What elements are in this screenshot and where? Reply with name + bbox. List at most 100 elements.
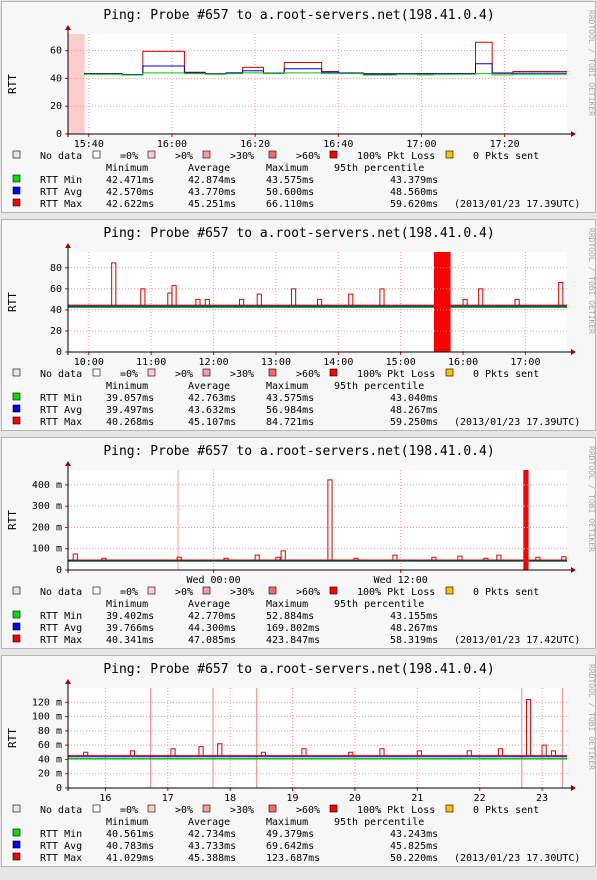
y-tick-label: 0 [56, 565, 62, 576]
plot-area [68, 688, 567, 788]
rtt-spike [239, 298, 245, 306]
rtt-spike [111, 262, 117, 306]
chart-title: Ping: Probe #657 to a.root-servers.net(1… [103, 8, 494, 23]
rtt-spike [558, 282, 564, 306]
rtt-spike [550, 750, 557, 756]
legend-label: >0% [175, 151, 193, 162]
legend-swatch [268, 804, 277, 813]
stats-value: 123.687ms [266, 853, 320, 864]
x-tick-label: 18 [224, 793, 236, 804]
chart-title: Ping: Probe #657 to a.root-servers.net(1… [103, 662, 494, 677]
stats-row-label: RTT Avg [40, 187, 82, 198]
legend-label: No data [40, 151, 82, 162]
stats-row-label: RTT Max [40, 417, 82, 428]
plot-area [68, 470, 567, 570]
legend-label: >0% [175, 369, 193, 380]
y-tick-label: 120 m [32, 697, 62, 708]
stats-header: Minimum [106, 163, 148, 174]
stats-value: 42.770ms [188, 611, 236, 622]
y-tick-label: 40 m [38, 754, 62, 765]
stats-value: 43.575ms [266, 393, 314, 404]
legend-swatch [268, 368, 277, 377]
x-axis-arrow [571, 349, 576, 355]
rtt-spike [496, 554, 502, 560]
y-axis-label: RTT [6, 728, 19, 748]
y-tick-label: 0 [56, 783, 62, 794]
partial-loss-band [68, 34, 85, 134]
legend-swatch [92, 586, 101, 595]
stats-value: 69.642ms [266, 841, 314, 852]
stats-value: 42.874ms [188, 175, 236, 186]
y-axis-label: RTT [6, 74, 19, 94]
stats-header: Maximum [266, 817, 308, 828]
stats-row-label: RTT Max [40, 853, 82, 864]
x-tick-label: 20 [349, 793, 361, 804]
legend-label: No data [40, 587, 82, 598]
stats-value: 423.847ms [266, 635, 320, 646]
stats-value: 45.251ms [188, 199, 236, 210]
legend-swatch [147, 804, 156, 813]
legend-swatch [445, 804, 454, 813]
legend-swatch [202, 368, 211, 377]
stats-header: 95th percentile [334, 163, 424, 174]
rtt-spike [260, 751, 267, 756]
stats-value: 42.734ms [188, 829, 236, 840]
rtt-spike [348, 751, 354, 756]
legend-label: No data [40, 369, 82, 380]
stats-value: 42.570ms [106, 187, 154, 198]
stats-header: Minimum [106, 381, 148, 392]
rrdtool-side-label: RRDTOOL / TOBI OETIKER [587, 10, 596, 116]
ping-chart-panel: Ping: Probe #657 to a.root-servers.net(1… [1, 1, 596, 213]
y-tick-label: 40 [50, 73, 62, 84]
stats-value: 42.471ms [106, 175, 154, 186]
y-axis-arrow [65, 243, 71, 248]
stats-value: 66.110ms [266, 199, 314, 210]
legend-swatch [445, 150, 454, 159]
rtt-spike [317, 298, 323, 306]
stats-value: 45.107ms [188, 417, 236, 428]
rtt-spike [466, 750, 472, 756]
series-rtt-avg [84, 63, 567, 76]
stats-value: 40.783ms [106, 841, 154, 852]
stats-value: 45.825ms [390, 841, 438, 852]
legend-label: 100% Pkt Loss [357, 369, 435, 380]
rtt-spike [223, 557, 229, 560]
stats-header: 95th percentile [334, 599, 424, 610]
legend-label: >60% [296, 805, 320, 816]
x-tick-label: 19 [287, 793, 299, 804]
legend-label: =0% [120, 805, 138, 816]
rtt-spike [217, 743, 223, 756]
legend-label: >60% [296, 587, 320, 598]
legend-label: 100% Pkt Loss [357, 151, 435, 162]
stats-header: Maximum [266, 381, 308, 392]
y-tick-label: 100 m [32, 544, 62, 555]
stats-value: 40.341ms [106, 635, 154, 646]
x-axis-arrow [571, 131, 576, 137]
y-axis-arrow [65, 679, 71, 684]
stats-row-label: RTT Min [40, 611, 82, 622]
x-tick-label: 23 [536, 793, 548, 804]
stats-value: 39.057ms [106, 393, 154, 404]
ping-chart-svg: Ping: Probe #657 to a.root-servers.net(1… [6, 226, 596, 428]
legend-label: =0% [120, 369, 138, 380]
stats-value: 49.379ms [266, 829, 314, 840]
legend-label: >30% [230, 369, 254, 380]
legend-swatch [92, 150, 101, 159]
stats-row-swatch [12, 392, 21, 401]
rtt-spike [280, 550, 286, 560]
stats-value: 56.984ms [266, 405, 314, 416]
rtt-spike [83, 751, 89, 756]
rtt-spike [379, 288, 385, 306]
x-tick-label: 21 [411, 793, 423, 804]
stats-header: Minimum [106, 599, 148, 610]
stats-value: 59.620ms [390, 199, 438, 210]
rtt-spike [291, 288, 297, 306]
stats-value: 42.763ms [188, 393, 236, 404]
stats-value: 43.379ms [390, 175, 438, 186]
legend-swatch [329, 368, 338, 377]
packet-loss-band [433, 252, 451, 352]
x-tick-label: 16:20 [240, 139, 270, 150]
stats-row-label: RTT Avg [40, 405, 82, 416]
rtt-spike [416, 750, 422, 756]
stats-row-swatch [12, 404, 21, 413]
